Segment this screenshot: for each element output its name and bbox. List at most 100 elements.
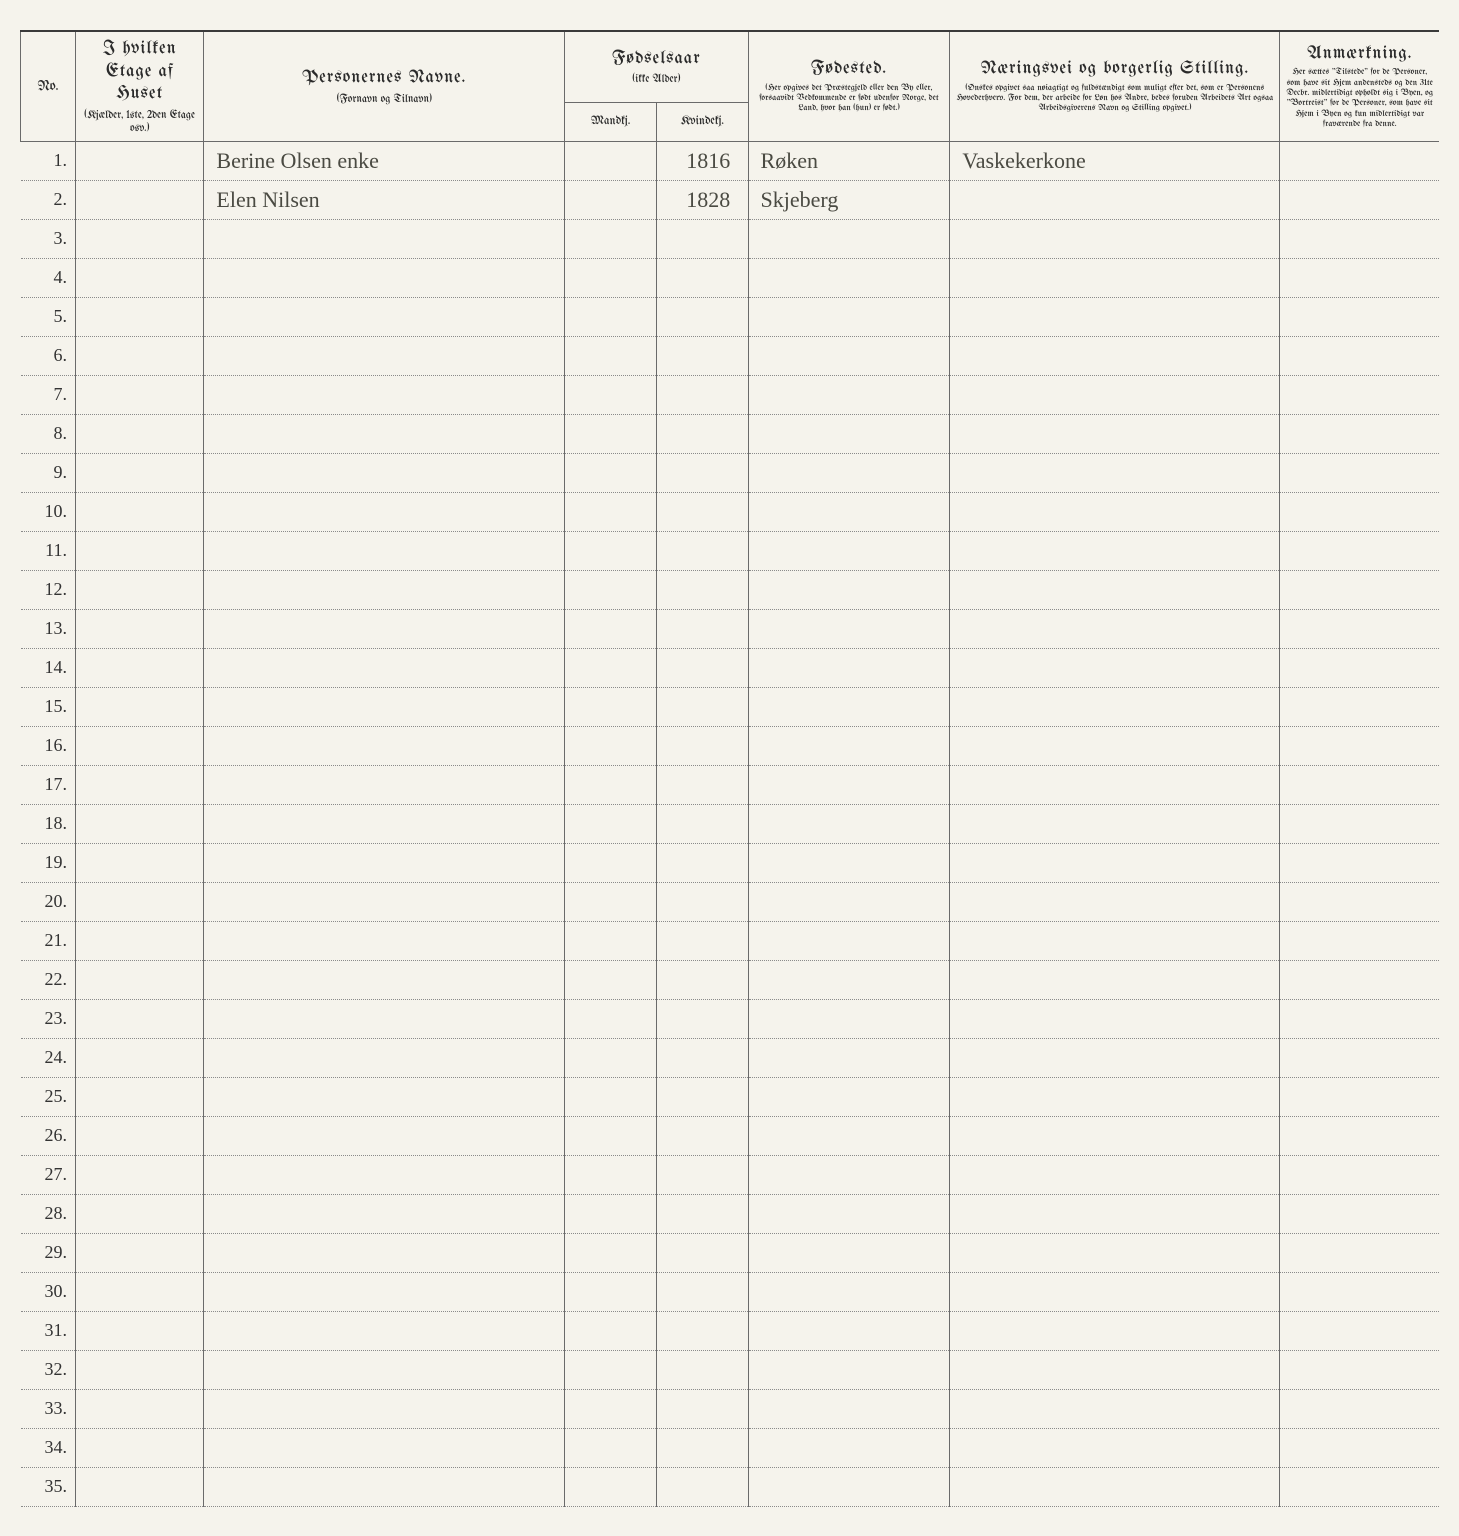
cell-anm [1280,1272,1439,1311]
row-number: 24. [21,1038,76,1077]
cell-etage [76,453,204,492]
row-number: 33. [21,1389,76,1428]
cell-navn [204,804,565,843]
row-number: 19. [21,843,76,882]
cell-navn [204,297,565,336]
cell-naering [950,1038,1280,1077]
cell-naering [950,921,1280,960]
row-number: 22. [21,960,76,999]
cell-fodested [748,1233,950,1272]
table-row: 5. [21,297,1440,336]
cell-etage [76,1194,204,1233]
table-row: 11. [21,531,1440,570]
cell-navn [204,765,565,804]
table-row: 12. [21,570,1440,609]
cell-anm [1280,1116,1439,1155]
table-row: 2.Elen Nilsen1828Skjeberg [21,180,1440,219]
cell-naering [950,1194,1280,1233]
cell-etage [76,375,204,414]
cell-fodested [748,1155,950,1194]
cell-kvindekj [656,531,748,570]
row-number: 35. [21,1467,76,1506]
cell-fodested [748,1194,950,1233]
cell-fodested [748,414,950,453]
cell-anm [1280,1350,1439,1389]
table-row: 18. [21,804,1440,843]
table-row: 3. [21,219,1440,258]
table-row: 10. [21,492,1440,531]
cell-anm [1280,999,1439,1038]
table-row: 35. [21,1467,1440,1506]
cell-etage [76,492,204,531]
cell-etage [76,570,204,609]
table-row: 31. [21,1311,1440,1350]
cell-navn [204,1194,565,1233]
cell-kvindekj [656,1233,748,1272]
cell-naering [950,960,1280,999]
cell-kvindekj [656,921,748,960]
cell-anm [1280,1389,1439,1428]
cell-kvindekj [656,882,748,921]
cell-naering [950,882,1280,921]
cell-anm [1280,648,1439,687]
cell-kvindekj [656,258,748,297]
cell-navn [204,453,565,492]
cell-fodested: Skjeberg [748,180,950,219]
table-row: 7. [21,375,1440,414]
row-number: 16. [21,726,76,765]
cell-naering [950,219,1280,258]
cell-etage [76,180,204,219]
header-fodsaar: Fødselsaar (ikke Alder) [565,31,748,103]
header-etage: I hvilken Etage af Huset (Kjælder, 1ste,… [76,31,204,141]
cell-naering [950,609,1280,648]
cell-mandkj [565,921,657,960]
cell-anm [1280,492,1439,531]
cell-navn [204,219,565,258]
cell-mandkj [565,1155,657,1194]
cell-kvindekj [656,1389,748,1428]
cell-anm [1280,1428,1439,1467]
cell-naering [950,336,1280,375]
cell-anm [1280,1077,1439,1116]
row-number: 12. [21,570,76,609]
cell-mandkj [565,297,657,336]
cell-etage [76,687,204,726]
cell-fodested [748,1311,950,1350]
cell-mandkj [565,1116,657,1155]
census-rows: 1.Berine Olsen enke1816RøkenVaskekerkone… [21,141,1440,1506]
cell-fodested [748,453,950,492]
cell-naering [950,1077,1280,1116]
cell-fodested [748,999,950,1038]
cell-mandkj [565,219,657,258]
cell-naering [950,687,1280,726]
cell-naering [950,375,1280,414]
cell-navn: Berine Olsen enke [204,141,565,180]
cell-anm [1280,414,1439,453]
cell-mandkj [565,375,657,414]
cell-anm [1280,1467,1439,1506]
cell-mandkj [565,609,657,648]
row-number: 13. [21,609,76,648]
table-row: 6. [21,336,1440,375]
cell-navn [204,375,565,414]
row-number: 17. [21,765,76,804]
cell-navn [204,1233,565,1272]
cell-anm [1280,1233,1439,1272]
table-row: 28. [21,1194,1440,1233]
table-row: 16. [21,726,1440,765]
cell-etage [76,1233,204,1272]
cell-navn [204,492,565,531]
cell-kvindekj [656,336,748,375]
cell-navn [204,531,565,570]
cell-navn [204,1350,565,1389]
cell-navn [204,1038,565,1077]
cell-mandkj [565,414,657,453]
table-row: 17. [21,765,1440,804]
cell-kvindekj [656,492,748,531]
cell-fodested [748,882,950,921]
cell-mandkj [565,999,657,1038]
cell-kvindekj [656,1116,748,1155]
cell-navn [204,921,565,960]
header-anm: Anmærkning. Her sættes "Tilstede" for de… [1280,31,1439,141]
cell-mandkj [565,180,657,219]
